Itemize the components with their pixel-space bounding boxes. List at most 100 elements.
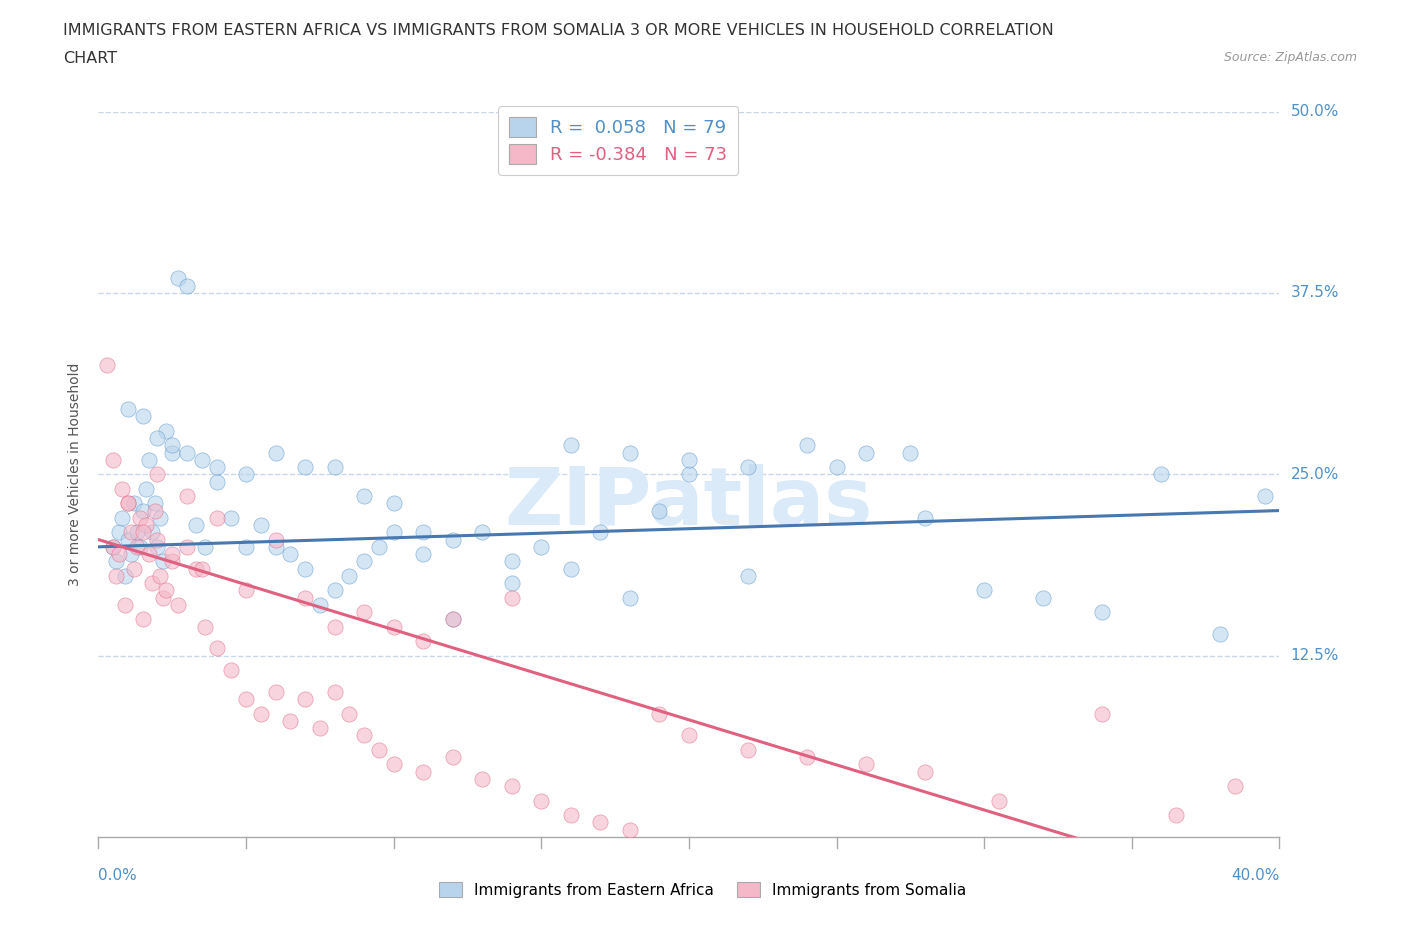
Point [353,554,375,569]
Point [141,525,163,539]
Point [441,612,464,627]
Point [105,554,128,569]
Point [294,561,316,576]
Point [176,539,198,554]
Point [191,561,214,576]
Point [294,459,316,474]
Point [132,503,155,518]
Point [152,554,174,569]
Point [1032,591,1054,605]
Point [155,583,177,598]
Point [412,633,434,648]
Point [221,663,243,678]
Point [191,452,214,467]
Point [105,568,128,583]
Point [162,554,183,569]
Point [132,525,155,539]
Point [294,692,316,707]
Text: 40.0%: 40.0% [1232,868,1279,883]
Point [149,511,172,525]
Point [194,539,217,554]
Point [141,576,163,591]
Point [280,713,302,728]
Point [162,547,183,562]
Point [117,532,139,547]
Point [117,496,139,511]
Point [678,452,700,467]
Point [205,641,228,656]
Point [117,496,139,511]
Point [737,742,759,757]
Point [501,778,523,793]
Point [250,706,273,721]
Point [122,561,145,576]
Point [108,547,131,562]
Text: CHART: CHART [63,51,117,66]
Point [155,423,177,438]
Point [120,525,142,539]
Point [264,539,287,554]
Point [146,431,169,445]
Point [353,728,375,743]
Point [368,742,391,757]
Point [111,482,134,497]
Text: ZIPatlas: ZIPatlas [505,464,873,542]
Point [96,358,118,373]
Point [678,467,700,482]
Point [132,409,155,424]
Point [205,511,228,525]
Point [184,518,207,533]
Point [339,706,361,721]
Point [353,604,375,619]
Point [1150,467,1173,482]
Point [205,474,228,489]
Point [1091,706,1114,721]
Text: 50.0%: 50.0% [1291,104,1339,119]
Point [120,547,142,562]
Point [678,728,700,743]
Point [149,568,172,583]
Point [135,518,157,533]
Point [914,764,936,779]
Point [501,591,523,605]
Point [1166,808,1188,823]
Point [353,488,375,503]
Point [152,591,174,605]
Point [323,684,346,699]
Point [530,793,553,808]
Point [135,482,157,497]
Point [103,539,125,554]
Point [143,503,166,518]
Point [184,561,207,576]
Point [412,764,434,779]
Legend: R =  0.058   N = 79, R = -0.384   N = 73: R = 0.058 N = 79, R = -0.384 N = 73 [498,106,738,175]
Point [128,511,150,525]
Point [264,445,287,460]
Point [264,532,287,547]
Point [530,539,553,554]
Point [176,278,198,293]
Point [138,452,160,467]
Point [117,402,139,417]
Point [1254,488,1277,503]
Point [619,822,641,837]
Point [138,547,160,562]
Point [205,459,228,474]
Point [235,583,257,598]
Point [114,568,136,583]
Point [1091,604,1114,619]
Point [194,619,217,634]
Point [125,525,148,539]
Point [114,597,136,612]
Point [619,445,641,460]
Point [382,496,405,511]
Text: 25.0%: 25.0% [1291,467,1339,482]
Point [501,554,523,569]
Point [382,525,405,539]
Point [589,815,612,830]
Point [309,721,332,736]
Point [441,612,464,627]
Y-axis label: 3 or more Vehicles in Household: 3 or more Vehicles in Household [69,363,83,586]
Point [973,583,995,598]
Text: 37.5%: 37.5% [1291,286,1339,300]
